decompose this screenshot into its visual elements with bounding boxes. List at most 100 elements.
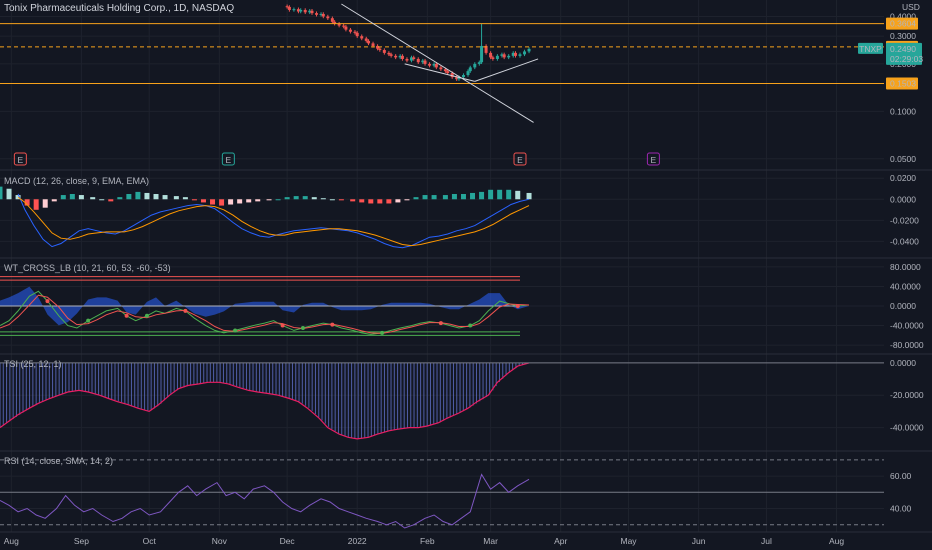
macd-histogram-bar-14 xyxy=(126,194,132,200)
wt-tick-2: 0.0000 xyxy=(890,301,916,311)
macd-histogram-bar-27 xyxy=(246,199,252,203)
wt-cross-dot-45 xyxy=(438,321,443,326)
candle-12 xyxy=(330,16,334,24)
macd-tick-3: -0.0400 xyxy=(890,236,919,246)
candle-13 xyxy=(333,20,337,26)
x-tick-10: Jun xyxy=(692,536,706,546)
candle-body-7 xyxy=(310,10,314,14)
x-tick-9: May xyxy=(620,536,637,546)
candle-body-37 xyxy=(423,60,427,64)
candle-body-63 xyxy=(523,51,527,55)
level-badge-2 xyxy=(886,77,918,90)
candle-body-59 xyxy=(507,55,511,58)
candle-47 xyxy=(461,73,465,79)
macd-histogram-bar-18 xyxy=(162,195,168,200)
candle-body-0 xyxy=(285,6,289,8)
x-tick-11: Jul xyxy=(761,536,772,546)
macd-histogram-bar-8 xyxy=(69,194,75,200)
macd-histogram-bar-52 xyxy=(479,191,485,200)
candle-body-9 xyxy=(319,13,323,15)
price-tick-0: 0.4000 xyxy=(890,11,916,21)
candle-43 xyxy=(446,69,450,75)
candle-33 xyxy=(409,55,413,63)
candle-49 xyxy=(468,65,472,73)
price-axis-strip xyxy=(884,0,932,550)
macd-histogram-bar-12 xyxy=(108,199,114,202)
earnings-marker-label-0: E xyxy=(18,155,24,165)
candle-body-58 xyxy=(502,54,506,58)
trendline-upper xyxy=(341,3,534,123)
candle-38 xyxy=(428,62,432,68)
wt-cross-dot-24 xyxy=(233,328,238,333)
candle-19 xyxy=(355,31,359,38)
candle-body-36 xyxy=(421,60,425,63)
candle-body-33 xyxy=(409,57,413,61)
candle-body-10 xyxy=(321,13,325,17)
macd-histogram-bar-51 xyxy=(470,192,476,200)
macd-histogram-bar-45 xyxy=(413,197,419,200)
candle-7 xyxy=(310,9,314,15)
candle-body-4 xyxy=(299,9,303,12)
macd-histogram-bar-6 xyxy=(51,199,57,202)
candle-body-32 xyxy=(405,58,409,61)
macd-histogram-bar-54 xyxy=(497,189,503,200)
candle-body-23 xyxy=(371,43,375,46)
candle-15 xyxy=(342,23,346,29)
macd-histogram-bar-4 xyxy=(33,199,39,210)
level-label-2: 0.1503 xyxy=(890,78,916,88)
macd-histogram-bar-38 xyxy=(350,199,356,202)
wt-cross-pane-label: WT_CROSS_LB (10, 21, 60, 53, -60, -53) xyxy=(4,263,171,273)
x-tick-12: Aug xyxy=(829,536,844,546)
candle-32 xyxy=(405,57,409,63)
candle-body-27 xyxy=(387,52,391,55)
x-tick-0: Aug xyxy=(4,536,19,546)
candle-0 xyxy=(285,4,289,9)
wt-cross-dot-48 xyxy=(468,323,473,328)
candle-body-1 xyxy=(287,6,291,10)
macd-histogram-bar-13 xyxy=(117,197,123,200)
earnings-marker-label-2: E xyxy=(517,155,523,165)
macd-histogram-bar-37 xyxy=(338,199,344,201)
trendline-lower-left xyxy=(404,63,475,82)
candle-body-17 xyxy=(348,29,352,32)
macd-histogram-bar-53 xyxy=(488,189,494,200)
macd-histogram-bar-30 xyxy=(275,199,281,201)
candle-body-40 xyxy=(434,63,438,68)
earnings-marker-label-3: E xyxy=(651,155,657,165)
macd-histogram-bar-55 xyxy=(506,189,512,200)
macd-histogram-bar-36 xyxy=(329,199,335,201)
candle-53 xyxy=(484,44,488,55)
candle-body-15 xyxy=(342,25,346,27)
last-price-label: 0.2490 xyxy=(890,44,916,54)
x-tick-7: Mar xyxy=(483,536,498,546)
macd-histogram-bar-46 xyxy=(422,195,428,200)
x-tick-1: Sep xyxy=(74,536,89,546)
macd-tick-2: -0.0200 xyxy=(890,215,919,225)
wt-cross-dot-34 xyxy=(330,322,335,327)
candle-61 xyxy=(513,51,517,58)
macd-histogram-bar-32 xyxy=(293,196,299,200)
currency-label: USD xyxy=(902,2,920,12)
macd-histogram-bar-48 xyxy=(442,195,448,200)
tsi-tick-1: -20.0000 xyxy=(890,390,924,400)
candle-body-25 xyxy=(378,48,382,51)
macd-histogram-bar-7 xyxy=(60,195,66,200)
macd-histogram-bar-41 xyxy=(377,199,383,204)
candle-64 xyxy=(527,47,531,54)
macd-histogram-bar-28 xyxy=(255,199,261,202)
x-tick-6: Feb xyxy=(420,536,435,546)
candle-9 xyxy=(319,12,323,17)
earnings-marker-1 xyxy=(221,152,235,166)
macd-histogram-bar-35 xyxy=(320,198,326,200)
candle-39 xyxy=(432,62,436,68)
candle-body-54 xyxy=(489,52,493,58)
macd-histogram-bar-33 xyxy=(302,196,308,200)
candle-body-60 xyxy=(511,52,515,56)
candle-body-39 xyxy=(432,63,436,66)
candle-24 xyxy=(376,44,380,51)
ticker-badge xyxy=(858,42,883,54)
x-tick-5: 2022 xyxy=(348,536,367,546)
candle-body-38 xyxy=(428,63,432,66)
candle-body-53 xyxy=(484,45,488,53)
